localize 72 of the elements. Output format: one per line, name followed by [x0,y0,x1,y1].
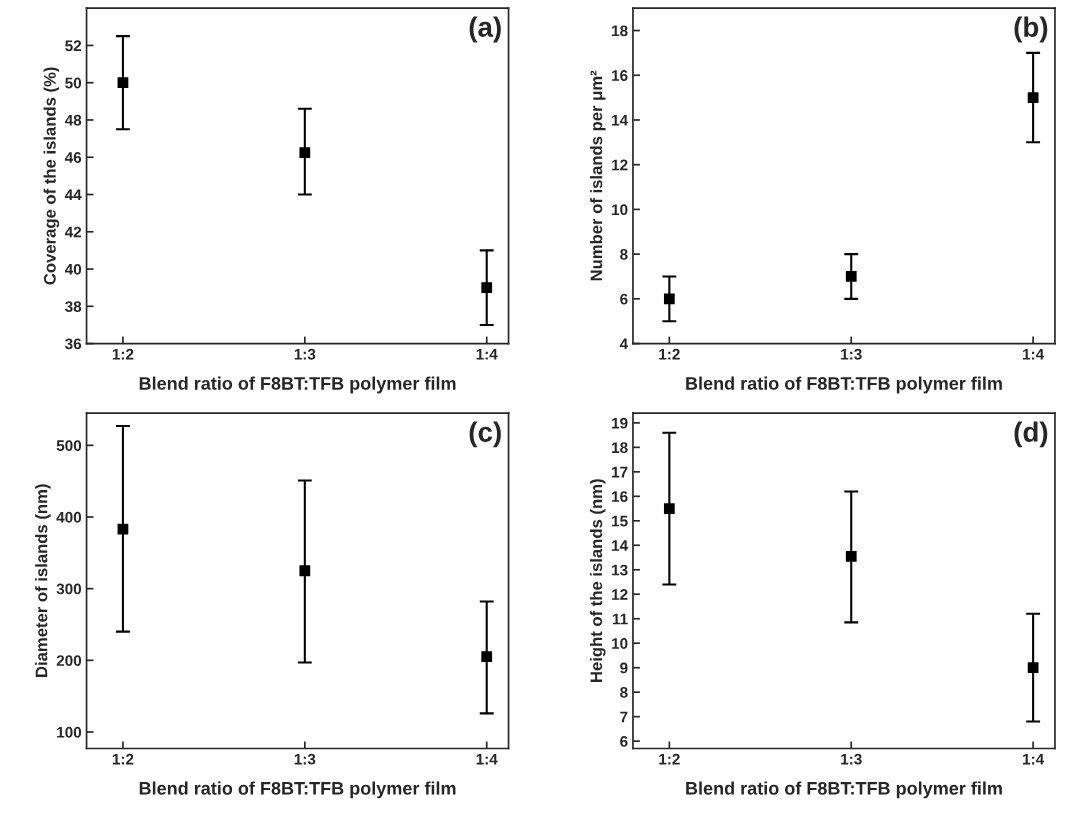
y-tick-label: 19 [612,417,628,429]
annotation: (d) [1014,421,1048,448]
y-tick-label: 36 [65,338,82,350]
y-tick-label: 300 [56,583,82,595]
y-tick-label: 40 [64,263,82,275]
y-tick-label: 17 [612,466,628,478]
point [663,503,675,514]
point [117,523,129,535]
x-tick-label: 1:4 [1023,348,1045,360]
point [117,77,129,89]
x-tick-label: 1:3 [294,753,316,765]
point [1027,92,1039,103]
y-tick-label: 500 [56,440,82,452]
x-axis-title: Blend ratio of F8BT:TFB polymer film [139,376,456,394]
x-tick-label: 1:2 [112,753,134,765]
x-tick-label: 1:4 [476,753,498,765]
x-axis-title: Blend ratio of F8BT:TFB polymer film [686,781,1002,799]
y-tick-label: 52 [65,40,82,52]
x-tick-label: 1:2 [112,348,134,360]
y-tick-label: 12 [612,159,628,171]
y-tick-label: 14 [612,540,629,551]
y-tick-label: 4 [619,338,629,350]
y-tick-label: 100 [57,726,82,738]
point [299,147,311,158]
x-tick-label: 1:2 [659,753,680,765]
y-tick-label: 6 [620,293,628,305]
y-tick-label: 38 [65,301,82,312]
point [845,271,857,282]
y-tick-label: 50 [65,77,82,89]
y-tick-label: 10 [612,204,628,216]
y-tick-label: 46 [64,152,82,163]
x-axis-title: Blend ratio of F8BT:TFB polymer film [686,376,1002,394]
point [481,282,493,294]
y-axis-title: Coverage of the islands (%) [43,67,60,285]
point [481,651,493,663]
annotation: (a) [469,16,501,43]
y-tick-label: 15 [612,515,628,527]
y-tick-label: 44 [64,189,82,201]
point [845,550,857,562]
point [1027,662,1039,674]
y-tick-label: 6 [620,735,628,747]
y-tick-label: 8 [620,687,628,698]
x-tick-label: 1:2 [659,348,680,360]
y-tick-label: 9 [620,662,628,674]
y-tick-label: 8 [620,248,628,260]
point [663,293,675,305]
y-axis-title: Number of islands per μm² [590,70,606,281]
point [299,565,311,577]
x-tick-label: 1:4 [476,348,498,360]
x-tick-label: 1:3 [841,753,862,765]
y-tick-label: 11 [612,613,628,625]
x-tick-label: 1:4 [1023,753,1045,765]
y-tick-label: 42 [64,226,82,238]
y-tick-label: 7 [620,711,628,723]
y-tick-label: 18 [612,25,628,37]
y-tick-label: 13 [612,564,628,576]
y-tick-label: 14 [612,115,629,126]
y-axis-title: Diameter of islands (nm) [35,484,51,677]
y-tick-label: 16 [612,491,628,503]
y-tick-label: 10 [612,638,628,649]
y-tick-label: 12 [612,589,628,600]
y-tick-label: 16 [612,70,628,81]
y-axis-title: Height of the islands (nm) [589,479,606,682]
x-tick-label: 1:3 [294,348,316,360]
y-tick-label: 18 [612,442,628,454]
x-tick-label: 1:3 [841,348,862,360]
y-tick-label: 48 [64,114,82,126]
annotation: (b) [1014,16,1048,43]
annotation: (c) [469,421,501,448]
x-axis-title: Blend ratio of F8BT:TFB polymer film [139,781,456,799]
y-tick-label: 200 [56,655,82,667]
y-tick-label: 400 [56,511,82,523]
